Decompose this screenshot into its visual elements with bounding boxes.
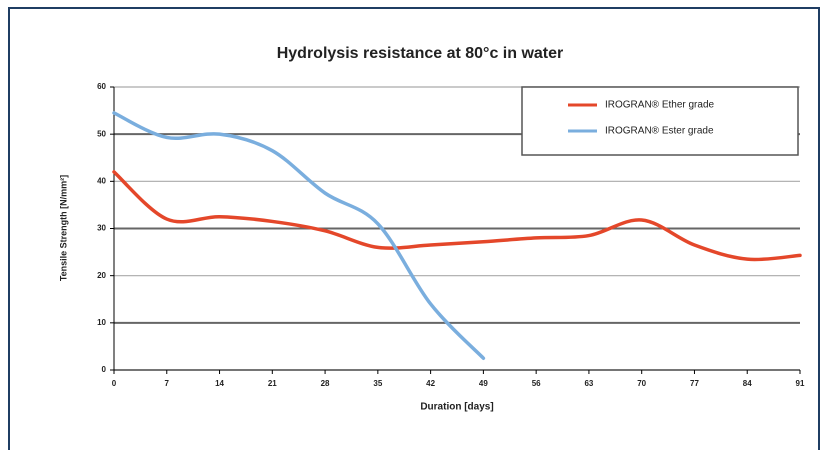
x-tick-label: 84 xyxy=(743,379,752,388)
x-tick-label: 77 xyxy=(690,379,699,388)
legend-label: IROGRAN® Ether grade xyxy=(605,100,715,111)
legend-label: IROGRAN® Ester grade xyxy=(605,126,714,137)
x-tick-label: 21 xyxy=(268,379,277,388)
series-line xyxy=(112,111,486,360)
y-axis-label: Tensile Strength [N/mm²] xyxy=(58,175,68,281)
y-tick-label: 10 xyxy=(97,318,106,327)
x-tick-label: 49 xyxy=(479,379,488,388)
x-tick-label: 7 xyxy=(165,379,170,388)
y-tick-label: 30 xyxy=(97,224,106,233)
x-tick-label: 35 xyxy=(373,379,382,388)
y-tick-label: 50 xyxy=(97,129,106,138)
x-tick-label: 28 xyxy=(321,379,330,388)
x-tick-label: 0 xyxy=(112,379,117,388)
x-tick-label: 91 xyxy=(796,379,805,388)
y-tick-label: 40 xyxy=(97,176,106,185)
legend xyxy=(521,86,799,156)
frame xyxy=(8,7,820,455)
x-tick-label: 42 xyxy=(426,379,435,388)
x-tick-label: 70 xyxy=(637,379,646,388)
x-axis-label: Duration [days] xyxy=(420,402,493,413)
x-tick-label: 56 xyxy=(532,379,541,388)
series-line xyxy=(112,170,802,262)
chart-title: Hydrolysis resistance at 80°c in water xyxy=(277,45,564,62)
y-tick-label: 0 xyxy=(102,365,107,374)
x-tick-label: 63 xyxy=(584,379,593,388)
x-tick-label: 14 xyxy=(215,379,224,388)
y-tick-label: 20 xyxy=(97,271,106,280)
y-tick-label: 60 xyxy=(97,82,106,91)
